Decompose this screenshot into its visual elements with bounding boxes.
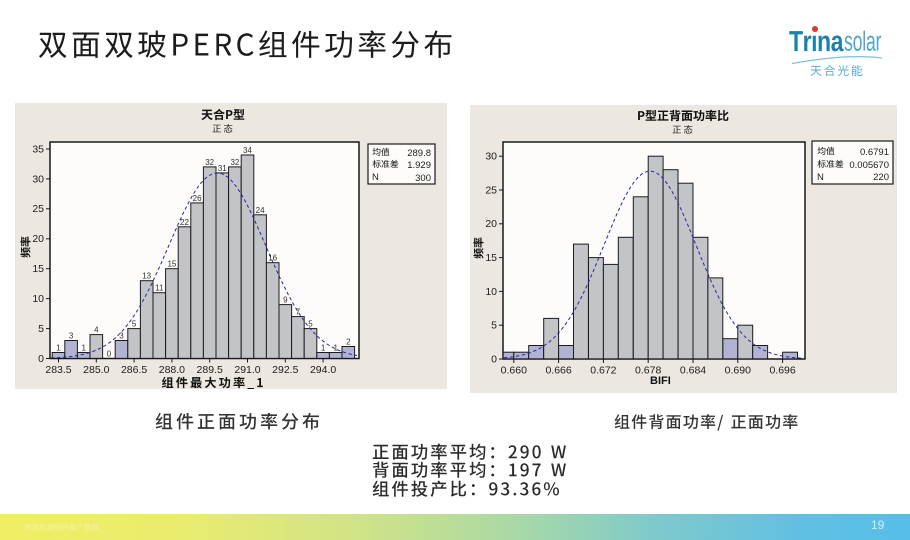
svg-text:4: 4	[94, 326, 99, 335]
svg-text:BIFI: BIFI	[650, 375, 671, 387]
svg-text:0.660: 0.660	[501, 365, 527, 377]
svg-text:1: 1	[81, 344, 86, 353]
svg-text:34: 34	[243, 146, 252, 155]
svg-text:22: 22	[180, 218, 189, 227]
svg-text:292.5: 292.5	[272, 364, 298, 376]
svg-text:0.678: 0.678	[635, 365, 661, 377]
svg-text:15: 15	[167, 260, 176, 269]
svg-text:11: 11	[155, 284, 164, 293]
svg-text:3: 3	[69, 332, 74, 341]
svg-text:1: 1	[321, 344, 326, 353]
svg-text:288.0: 288.0	[159, 364, 185, 376]
svg-text:25: 25	[485, 184, 497, 196]
svg-text:0: 0	[38, 353, 44, 365]
svg-text:25: 25	[32, 203, 44, 215]
svg-text:5: 5	[491, 320, 497, 332]
svg-text:26: 26	[193, 194, 202, 203]
svg-text:283.5: 283.5	[45, 364, 71, 376]
svg-text:30: 30	[485, 151, 497, 163]
svg-text:5: 5	[38, 323, 44, 335]
svg-text:15: 15	[32, 263, 44, 275]
svg-text:30: 30	[32, 173, 44, 185]
svg-text:20: 20	[32, 233, 44, 245]
svg-text:1: 1	[56, 344, 61, 353]
svg-text:N: N	[372, 172, 379, 183]
svg-text:35: 35	[32, 143, 44, 155]
svg-text:16: 16	[268, 254, 277, 263]
svg-text:0.684: 0.684	[680, 365, 706, 377]
svg-text:286.5: 286.5	[121, 364, 147, 376]
svg-text:31: 31	[218, 164, 227, 173]
svg-text:24: 24	[256, 206, 265, 215]
svg-text:20: 20	[485, 218, 497, 230]
svg-text:3: 3	[119, 332, 124, 341]
svg-text:2: 2	[346, 338, 351, 347]
svg-text:10: 10	[485, 286, 497, 298]
svg-text:285.0: 285.0	[83, 364, 109, 376]
svg-text:291.0: 291.0	[234, 364, 260, 376]
svg-text:10: 10	[32, 293, 44, 305]
svg-text:294.0: 294.0	[310, 364, 336, 376]
svg-text:32: 32	[205, 158, 214, 167]
svg-text:N: N	[817, 172, 824, 183]
svg-text:5: 5	[308, 320, 313, 329]
svg-text:0.696: 0.696	[769, 365, 795, 377]
svg-text:289.5: 289.5	[197, 364, 223, 376]
svg-text:5: 5	[132, 320, 137, 329]
svg-text:0: 0	[107, 350, 112, 359]
svg-text:32: 32	[230, 158, 239, 167]
svg-text:0.666: 0.666	[545, 365, 571, 377]
svg-text:15: 15	[485, 252, 497, 264]
svg-text:1: 1	[333, 344, 338, 353]
svg-text:0.672: 0.672	[590, 365, 616, 377]
svg-text:7: 7	[296, 308, 301, 317]
svg-text:0.690: 0.690	[725, 365, 751, 377]
svg-text:0: 0	[491, 353, 497, 365]
svg-text:9: 9	[283, 296, 288, 305]
svg-text:13: 13	[142, 272, 151, 281]
